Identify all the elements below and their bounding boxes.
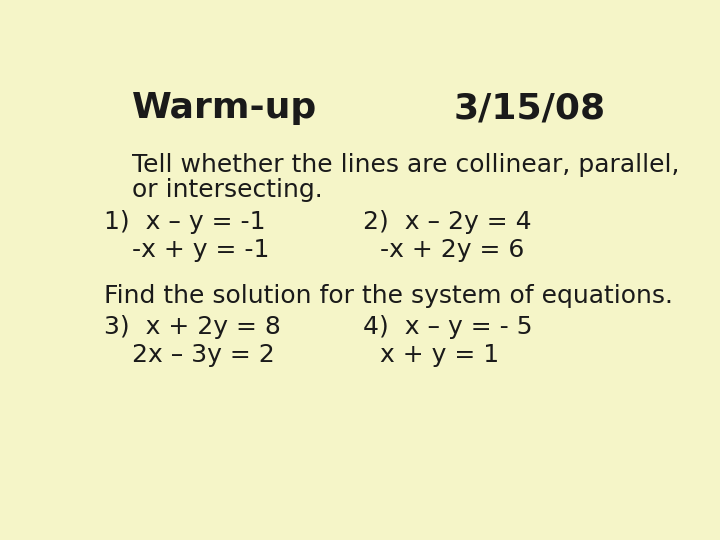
Text: 1)  x – y = -1: 1) x – y = -1 [104,210,266,234]
Text: Find the solution for the system of equations.: Find the solution for the system of equa… [104,284,673,308]
Text: 4)  x – y = - 5: 4) x – y = - 5 [364,315,533,339]
Text: x + y = 1: x + y = 1 [380,342,499,367]
Text: -x + y = -1: -x + y = -1 [132,238,269,262]
Text: 3)  x + 2y = 8: 3) x + 2y = 8 [104,315,281,339]
Text: Warm-up: Warm-up [132,91,317,125]
Text: 2x – 3y = 2: 2x – 3y = 2 [132,342,274,367]
Text: 2)  x – 2y = 4: 2) x – 2y = 4 [364,210,532,234]
Text: 3/15/08: 3/15/08 [454,91,606,125]
Text: or intersecting.: or intersecting. [132,178,323,201]
Text: -x + 2y = 6: -x + 2y = 6 [380,238,525,262]
Text: Tell whether the lines are collinear, parallel,: Tell whether the lines are collinear, pa… [132,153,680,177]
